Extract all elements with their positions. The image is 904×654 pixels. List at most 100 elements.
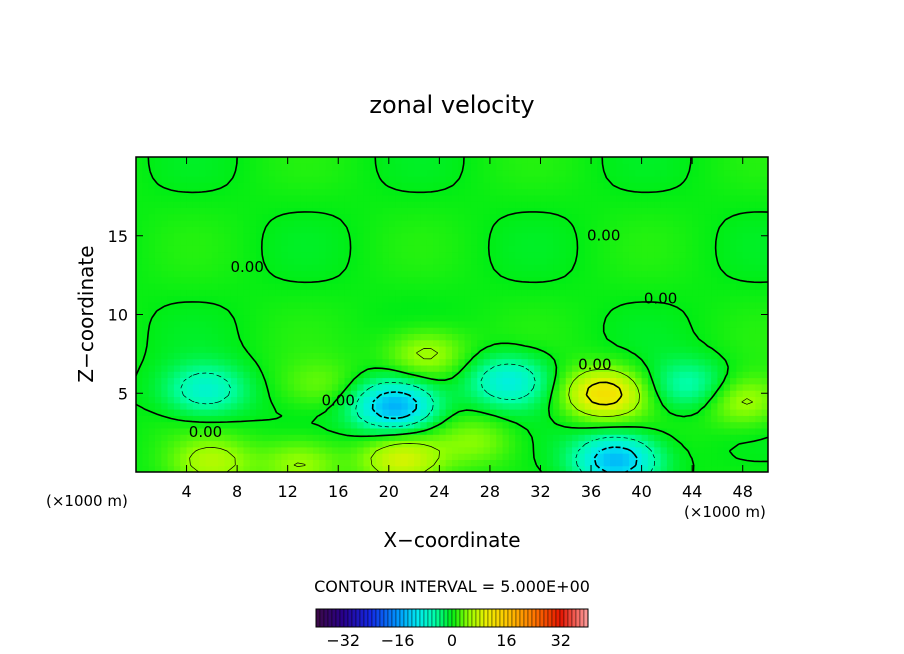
field-cell — [452, 377, 459, 385]
field-cell — [742, 421, 750, 429]
field-cell — [635, 226, 643, 234]
field-cell — [704, 163, 712, 171]
field-cell — [167, 188, 175, 196]
field-cell — [186, 276, 194, 284]
field-cell — [502, 207, 510, 215]
field-cell — [445, 163, 453, 171]
field-cell — [338, 421, 346, 429]
field-cell — [692, 320, 700, 328]
field-cell — [281, 339, 289, 347]
field-cell — [414, 415, 421, 423]
field-cell — [312, 459, 320, 467]
field-cell — [180, 157, 188, 164]
field-cell — [597, 339, 605, 347]
field-cell — [180, 409, 188, 416]
field-cell — [749, 377, 756, 385]
field-cell — [641, 245, 649, 253]
field-cell — [635, 251, 643, 259]
field-cell — [211, 446, 219, 454]
field-cell — [173, 427, 181, 435]
field-cell — [426, 421, 434, 429]
field-cell — [161, 232, 169, 240]
field-cell — [527, 238, 535, 246]
field-cell — [628, 194, 636, 202]
field-cell — [635, 459, 643, 467]
field-cell — [553, 182, 561, 190]
field-cell — [654, 364, 662, 372]
field-cell — [262, 257, 270, 265]
field-cell — [205, 333, 213, 341]
field-cell — [749, 283, 756, 290]
field-cell — [205, 289, 213, 297]
field-cell — [407, 396, 415, 404]
field-cell — [401, 289, 409, 297]
field-cell — [572, 358, 579, 366]
field-cell — [256, 238, 263, 246]
field-cell — [407, 314, 415, 322]
field-cell — [148, 251, 156, 259]
field-cell — [414, 175, 421, 183]
field-cell — [610, 201, 617, 208]
field-cell — [685, 220, 693, 227]
field-cell — [723, 308, 731, 316]
field-cell — [483, 232, 491, 240]
field-cell — [268, 459, 276, 467]
field-cell — [363, 270, 371, 278]
field-cell — [559, 194, 567, 202]
field-cell — [515, 226, 523, 234]
field-cell — [470, 453, 478, 460]
field-cell — [268, 188, 276, 196]
field-cell — [287, 434, 295, 442]
field-cell — [199, 232, 207, 240]
field-cell — [243, 453, 251, 460]
field-cell — [755, 289, 763, 297]
field-cell — [730, 446, 737, 454]
field-cell — [218, 377, 226, 385]
field-cell — [439, 251, 447, 259]
field-cell — [376, 220, 384, 227]
field-cell — [628, 220, 636, 227]
field-cell — [148, 377, 156, 385]
field-cell — [148, 396, 156, 404]
field-cell — [546, 157, 554, 164]
field-cell — [420, 396, 428, 404]
field-cell — [439, 396, 447, 404]
field-cell — [723, 377, 731, 385]
field-cell — [344, 295, 352, 303]
field-cell — [426, 453, 434, 460]
field-cell — [565, 459, 573, 467]
field-cell — [654, 434, 662, 442]
field-cell — [711, 427, 719, 435]
field-cell — [736, 232, 744, 240]
field-cell — [338, 264, 346, 271]
field-cell — [755, 440, 763, 448]
field-cell — [167, 226, 175, 234]
field-cell — [578, 276, 586, 284]
field-cell — [388, 320, 396, 328]
field-cell — [464, 264, 472, 271]
field-cell — [723, 276, 731, 284]
field-cell — [338, 453, 346, 460]
field-cell — [300, 270, 308, 278]
field-cell — [243, 175, 251, 183]
field-cell — [489, 238, 497, 246]
field-cell — [281, 213, 289, 221]
field-cell — [654, 169, 662, 177]
field-cell — [325, 371, 333, 379]
field-cell — [205, 245, 213, 253]
field-cell — [306, 264, 314, 271]
field-cell — [344, 390, 352, 397]
field-cell — [635, 320, 643, 328]
field-cell — [496, 402, 504, 410]
field-cell — [262, 295, 270, 303]
field-cell — [679, 175, 687, 183]
field-cell — [426, 459, 434, 467]
field-cell — [312, 427, 320, 435]
field-cell — [496, 251, 504, 259]
field-cell — [268, 409, 276, 416]
field-cell — [426, 339, 434, 347]
field-cell — [591, 276, 598, 284]
field-cell — [635, 465, 643, 472]
field-cell — [148, 257, 156, 265]
field-cell — [319, 364, 327, 372]
